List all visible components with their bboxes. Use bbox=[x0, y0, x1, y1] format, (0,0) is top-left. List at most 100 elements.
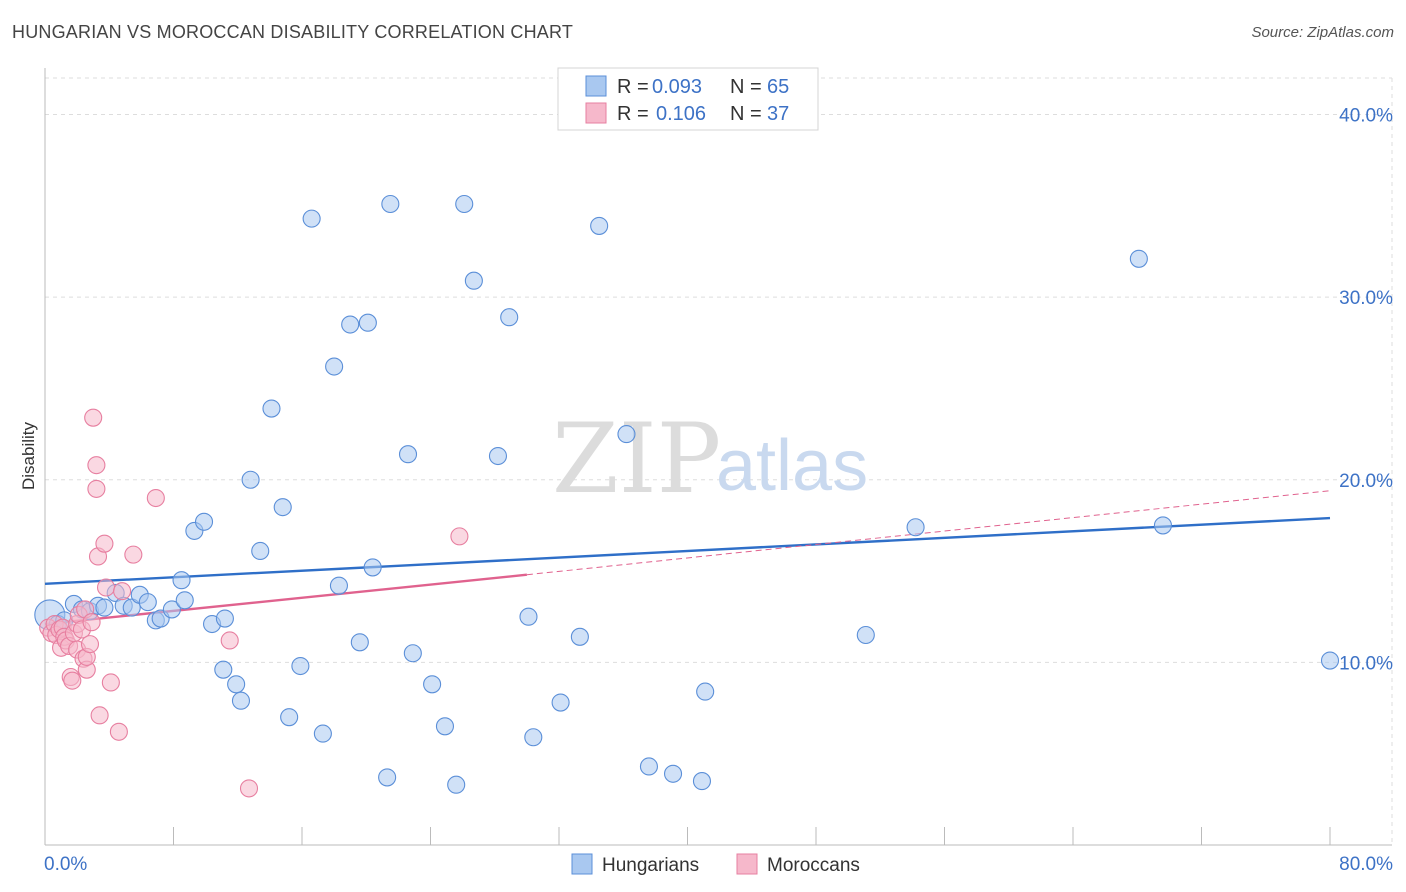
point-hungarians bbox=[325, 357, 344, 376]
point-hungarians bbox=[172, 571, 191, 590]
point-moroccans bbox=[146, 488, 165, 508]
point-hungarians bbox=[162, 600, 181, 619]
trend-lines bbox=[44, 490, 1331, 626]
point-hungarians bbox=[341, 315, 360, 334]
point-hungarians bbox=[350, 633, 369, 652]
series-legend: Hungarians Moroccans bbox=[571, 853, 860, 876]
point-hungarians bbox=[231, 691, 251, 710]
watermark: ZIP atlas bbox=[552, 403, 868, 515]
point-hungarians bbox=[378, 768, 397, 787]
point-moroccans bbox=[239, 779, 259, 798]
point-hungarians bbox=[856, 625, 875, 645]
point-hungarians bbox=[214, 660, 233, 679]
legend-r-label-hungarians: R = bbox=[617, 76, 649, 98]
point-moroccans bbox=[90, 706, 109, 725]
point-hungarians bbox=[570, 627, 589, 646]
legend-n-value-hungarians: 65 bbox=[767, 76, 789, 98]
point-moroccans bbox=[84, 408, 103, 427]
point-hungarians bbox=[500, 308, 519, 327]
point-hungarians bbox=[524, 728, 543, 747]
source-credit: Source: ZipAtlas.com bbox=[1251, 24, 1394, 41]
legend-n-label-moroccans: N = bbox=[730, 103, 762, 125]
point-hungarians bbox=[329, 576, 348, 595]
bottom-legend-label-hungarians: Hungarians bbox=[602, 855, 699, 876]
point-hungarians bbox=[639, 757, 659, 776]
legend-r-label-moroccans: R = bbox=[617, 103, 649, 125]
point-hungarians bbox=[291, 656, 310, 676]
point-moroccans bbox=[220, 631, 239, 650]
legend-n-label-hungarians: N = bbox=[730, 76, 762, 98]
y-axis-title: Disability bbox=[19, 421, 38, 490]
x-tick-label-min: 0.0% bbox=[44, 854, 87, 875]
point-hungarians bbox=[138, 593, 157, 612]
y-tick-label: 40.0% bbox=[1339, 106, 1393, 127]
legend-swatch-moroccans bbox=[585, 102, 607, 124]
point-hungarians bbox=[122, 598, 141, 617]
point-hungarians bbox=[280, 708, 299, 727]
y-tick-label: 10.0% bbox=[1339, 653, 1393, 674]
legend-swatch-hungarians bbox=[585, 75, 607, 97]
point-hungarians bbox=[464, 271, 483, 290]
point-hungarians bbox=[358, 313, 377, 332]
point-hungarians bbox=[1129, 249, 1148, 268]
bottom-legend-label-moroccans: Moroccans bbox=[767, 855, 860, 876]
point-hungarians bbox=[398, 445, 418, 464]
point-hungarians bbox=[227, 675, 246, 694]
point-hungarians bbox=[262, 399, 281, 418]
point-moroccans bbox=[63, 671, 82, 690]
y-tick-label: 30.0% bbox=[1339, 288, 1393, 309]
point-hungarians bbox=[423, 675, 442, 694]
point-moroccans bbox=[87, 456, 106, 475]
point-hungarians bbox=[381, 194, 400, 214]
point-hungarians bbox=[1320, 651, 1340, 670]
bottom-legend-swatch-moroccans bbox=[736, 853, 758, 875]
legend-r-value-moroccans: 0.106 bbox=[656, 103, 706, 125]
point-moroccans bbox=[80, 635, 100, 654]
point-hungarians bbox=[692, 772, 712, 791]
trend-line-hungarians bbox=[44, 516, 1331, 586]
data-points bbox=[34, 194, 1340, 798]
bottom-legend-swatch-hungarians bbox=[571, 853, 593, 875]
point-hungarians bbox=[1153, 516, 1172, 535]
point-hungarians bbox=[488, 446, 508, 466]
point-hungarians bbox=[403, 644, 422, 663]
watermark-atlas: atlas bbox=[716, 426, 868, 506]
point-hungarians bbox=[663, 764, 683, 783]
point-hungarians bbox=[95, 598, 114, 617]
tick-labels: 10.0% 20.0% 30.0% 40.0% 0.0% 80.0% bbox=[44, 106, 1393, 875]
point-hungarians bbox=[590, 216, 609, 235]
legend-r-value-hungarians: 0.093 bbox=[652, 76, 702, 98]
point-hungarians bbox=[251, 541, 270, 561]
point-moroccans bbox=[113, 582, 132, 601]
point-hungarians bbox=[363, 558, 382, 577]
point-hungarians bbox=[906, 518, 925, 537]
watermark-zip: ZIP bbox=[552, 403, 721, 515]
point-hungarians bbox=[175, 591, 194, 610]
point-hungarians bbox=[455, 194, 474, 214]
point-moroccans bbox=[87, 479, 106, 498]
point-hungarians bbox=[519, 607, 538, 626]
point-hungarians bbox=[435, 717, 455, 736]
point-hungarians bbox=[215, 609, 234, 628]
correlation-legend: R = 0.093 N = 65 R = 0.106 N = 37 bbox=[557, 67, 819, 131]
point-hungarians bbox=[447, 775, 466, 794]
point-moroccans bbox=[109, 722, 128, 741]
chart-title: HUNGARIAN VS MOROCCAN DISABILITY CORRELA… bbox=[12, 22, 574, 42]
point-moroccans bbox=[96, 578, 116, 597]
legend-n-value-moroccans: 37 bbox=[767, 103, 789, 125]
point-hungarians bbox=[302, 209, 321, 228]
point-hungarians bbox=[617, 425, 636, 444]
point-hungarians bbox=[241, 470, 260, 489]
point-hungarians bbox=[551, 693, 570, 712]
trend-extension-moroccans bbox=[526, 490, 1331, 576]
y-tick-label: 20.0% bbox=[1339, 471, 1393, 492]
point-hungarians bbox=[273, 498, 292, 517]
point-moroccans bbox=[450, 527, 469, 546]
axes bbox=[44, 68, 1392, 846]
point-moroccans bbox=[82, 613, 101, 632]
x-tick-label-max: 80.0% bbox=[1339, 854, 1393, 875]
point-moroccans bbox=[101, 673, 120, 692]
point-hungarians bbox=[194, 512, 214, 531]
point-moroccans bbox=[124, 545, 143, 564]
